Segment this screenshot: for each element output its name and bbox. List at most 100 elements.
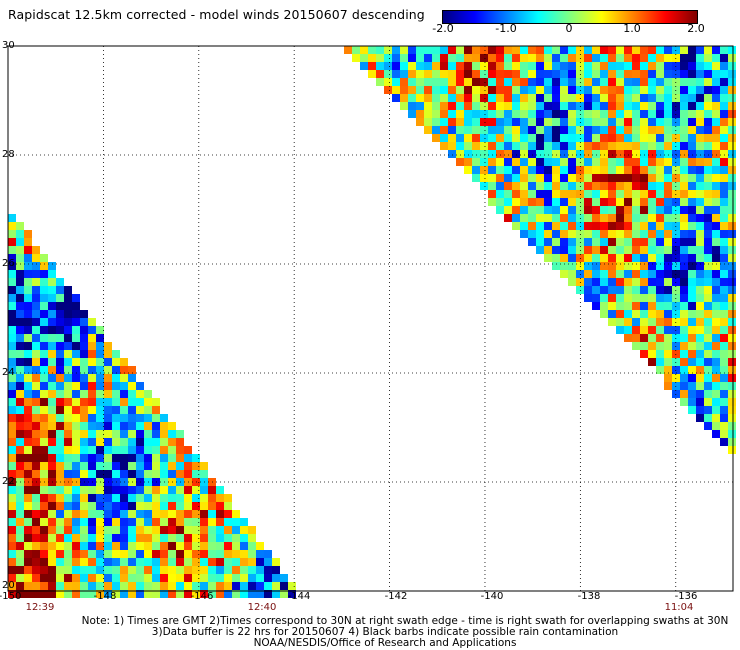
heatmap-cell bbox=[504, 46, 512, 54]
heatmap-cell bbox=[8, 350, 16, 358]
heatmap-cell bbox=[64, 526, 72, 534]
heatmap-cell bbox=[680, 134, 688, 142]
heatmap-cell bbox=[656, 358, 664, 366]
heatmap-cell bbox=[680, 278, 688, 286]
heatmap-cell bbox=[528, 70, 536, 78]
heatmap-cell bbox=[472, 62, 480, 70]
heatmap-cell bbox=[464, 70, 472, 78]
heatmap-cell bbox=[512, 118, 520, 126]
heatmap-cell bbox=[616, 270, 624, 278]
heatmap-cell bbox=[704, 86, 712, 94]
heatmap-cell bbox=[424, 118, 432, 126]
heatmap-cell bbox=[8, 262, 16, 270]
heatmap-cell bbox=[544, 206, 552, 214]
heatmap-cell bbox=[464, 142, 472, 150]
heatmap-cell bbox=[424, 110, 432, 118]
heatmap-cell bbox=[56, 438, 64, 446]
heatmap-cell bbox=[712, 406, 720, 414]
heatmap-cell bbox=[24, 430, 32, 438]
heatmap-cell bbox=[728, 126, 736, 134]
heatmap-cell bbox=[656, 166, 664, 174]
heatmap-cell bbox=[608, 166, 616, 174]
heatmap-cell bbox=[704, 262, 712, 270]
heatmap-cell bbox=[96, 470, 104, 478]
y-tick-label: 30 bbox=[2, 40, 15, 51]
heatmap-cell bbox=[416, 46, 424, 54]
heatmap-cell bbox=[504, 182, 512, 190]
heatmap-cell bbox=[480, 134, 488, 142]
heatmap-cell bbox=[200, 590, 208, 598]
heatmap-cell bbox=[592, 302, 600, 310]
heatmap-cell bbox=[504, 102, 512, 110]
heatmap-cell bbox=[120, 422, 128, 430]
heatmap-cell bbox=[56, 502, 64, 510]
heatmap-cell bbox=[632, 174, 640, 182]
heatmap-cell bbox=[512, 206, 520, 214]
heatmap-cell bbox=[176, 462, 184, 470]
heatmap-cell bbox=[504, 190, 512, 198]
heatmap-cell bbox=[208, 590, 216, 598]
heatmap-cell bbox=[104, 510, 112, 518]
heatmap-cell bbox=[192, 542, 200, 550]
heatmap-cell bbox=[440, 102, 448, 110]
heatmap-cell bbox=[24, 374, 32, 382]
heatmap-cell bbox=[552, 94, 560, 102]
heatmap-cell bbox=[240, 558, 248, 566]
heatmap-cell bbox=[128, 366, 136, 374]
heatmap-cell bbox=[648, 278, 656, 286]
heatmap-cell bbox=[640, 286, 648, 294]
heatmap-cell bbox=[616, 302, 624, 310]
heatmap-cell bbox=[408, 102, 416, 110]
heatmap-cell bbox=[688, 214, 696, 222]
heatmap-cell bbox=[704, 270, 712, 278]
heatmap-cell bbox=[600, 302, 608, 310]
heatmap-cell bbox=[152, 470, 160, 478]
heatmap-cell bbox=[648, 166, 656, 174]
heatmap-cell bbox=[24, 302, 32, 310]
y-tick-label: 20 bbox=[2, 580, 15, 591]
heatmap-cell bbox=[216, 566, 224, 574]
heatmap-cell bbox=[720, 62, 728, 70]
heatmap-cell bbox=[664, 342, 672, 350]
heatmap-cell bbox=[624, 182, 632, 190]
heatmap-cell bbox=[256, 582, 264, 590]
heatmap-cell bbox=[8, 534, 16, 542]
heatmap-cell bbox=[528, 62, 536, 70]
x-tick-label: -150 bbox=[0, 591, 22, 602]
heatmap-cell bbox=[464, 54, 472, 62]
heatmap-cell bbox=[512, 150, 520, 158]
heatmap-cell bbox=[96, 374, 104, 382]
heatmap-cell bbox=[560, 102, 568, 110]
heatmap-cell bbox=[384, 54, 392, 62]
heatmap-cell bbox=[256, 590, 264, 598]
heatmap-cell bbox=[200, 518, 208, 526]
heatmap-cell bbox=[48, 446, 56, 454]
heatmap-cell bbox=[664, 246, 672, 254]
heatmap-cell bbox=[176, 542, 184, 550]
heatmap-cell bbox=[504, 86, 512, 94]
heatmap-cell bbox=[728, 254, 736, 262]
heatmap-cell bbox=[712, 278, 720, 286]
heatmap-cell bbox=[504, 126, 512, 134]
heatmap-cell bbox=[712, 286, 720, 294]
heatmap-cell bbox=[640, 310, 648, 318]
heatmap-cell bbox=[32, 254, 40, 262]
heatmap-cell bbox=[608, 294, 616, 302]
heatmap-cell bbox=[648, 174, 656, 182]
heatmap-cell bbox=[72, 526, 80, 534]
heatmap-cell bbox=[88, 454, 96, 462]
heatmap-cell bbox=[48, 526, 56, 534]
heatmap-cell bbox=[200, 542, 208, 550]
heatmap-cell bbox=[432, 62, 440, 70]
heatmap-cell bbox=[720, 238, 728, 246]
heatmap-cell bbox=[520, 214, 528, 222]
heatmap-cell bbox=[40, 334, 48, 342]
heatmap-cell bbox=[592, 110, 600, 118]
heatmap-cell bbox=[584, 294, 592, 302]
heatmap-cell bbox=[96, 494, 104, 502]
heatmap-cell bbox=[176, 502, 184, 510]
heatmap-cell bbox=[656, 214, 664, 222]
colorbar-tick-label: -2.0 bbox=[432, 22, 454, 35]
heatmap-cell bbox=[160, 462, 168, 470]
heatmap-cell bbox=[688, 78, 696, 86]
